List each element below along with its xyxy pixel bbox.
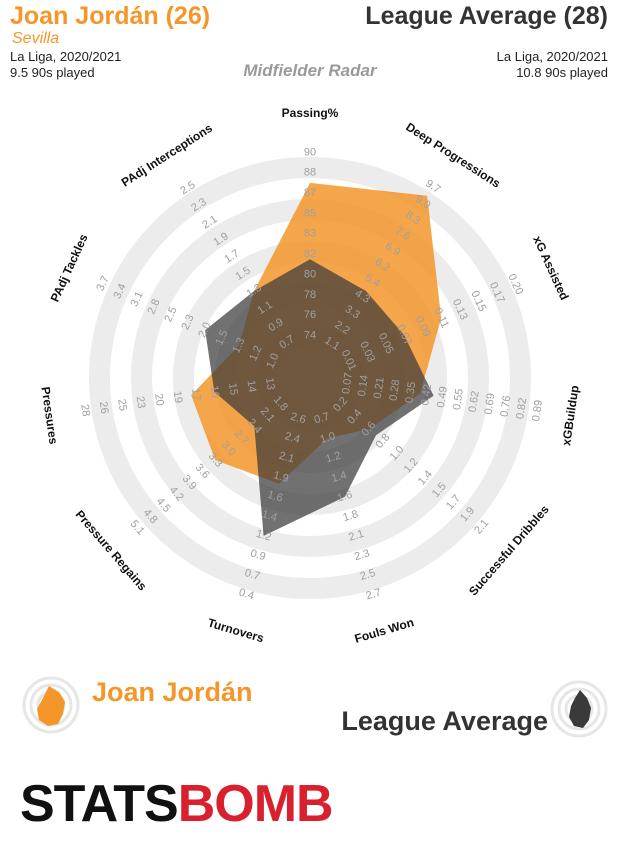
player-legend-label: Joan Jordán (92, 677, 253, 707)
radar-tick-label: 1.0 (319, 430, 337, 446)
radar-tick-label: 1.4 (330, 469, 348, 485)
radar-tick-label: 0.14 (356, 374, 371, 397)
radar-tick-label: 78 (304, 289, 316, 301)
radar-tick-label: 2.5 (162, 305, 179, 324)
comparison-minutes: 10.8 90s played (516, 65, 608, 80)
radar-tick-label: 0.49 (435, 386, 450, 409)
radar-tick-label: 1.3 (230, 336, 247, 355)
radar-tick-label: 2.1 (278, 450, 296, 466)
logo-stats-text: STATS (20, 775, 179, 833)
radar-tick-label: 13 (263, 377, 277, 391)
chart-subtitle: Midfielder Radar (243, 61, 377, 80)
radar-tick-label: 0.07 (340, 372, 355, 395)
player-legend-icon (22, 676, 80, 734)
radar-tick-label: 2.3 (179, 313, 196, 332)
comparison-league: La Liga, 2020/2021 (496, 49, 608, 64)
radar-tick-label: 1.5 (213, 328, 230, 347)
radar-tick-label: 0.9 (249, 547, 267, 563)
radar-tick-label: 3.1 (128, 290, 145, 309)
radar-tick-label: 0.89 (530, 399, 545, 422)
player-name: Joan Jordán (26) (10, 2, 211, 30)
radar-tick-label: 0.7 (243, 567, 261, 583)
radar-tick-label: 1.8 (342, 508, 360, 524)
radar-tick-label: 1.6 (266, 489, 284, 505)
radar-tick-label: 87 (304, 187, 316, 199)
radar-tick-label: 2.3 (353, 547, 371, 563)
radar-tick-label: 82 (304, 248, 316, 260)
radar-tick-label: 25 (115, 398, 129, 412)
radar-axis-label: xGBuildup (559, 384, 582, 446)
radar-tick-label: 2.8 (145, 297, 162, 316)
radar-tick-label: 74 (304, 330, 316, 342)
radar-tick-label: 15 (226, 382, 240, 396)
radar-tick-label: 0.21 (372, 377, 387, 400)
radar-axis-label: Deep Progressions (403, 120, 503, 191)
comparison-legend-icon (550, 680, 608, 738)
radar-tick-label: 0.62 (467, 390, 482, 413)
radar-axis-label: Passing% (282, 106, 339, 120)
radar-tick-label: 19 (171, 390, 185, 404)
radar-tick-label: 0.42 (419, 383, 434, 406)
radar-tick-label: 2.7 (365, 586, 383, 602)
radar-tick-label: 0.7 (313, 411, 331, 427)
logo-bomb-text: BOMB (177, 775, 334, 833)
radar-tick-label: 90 (304, 146, 316, 158)
radar-tick-label: 1.2 (247, 344, 264, 363)
radar-axis-label: PAdj Tackles (48, 232, 91, 304)
radar-tick-label: 2.4 (283, 430, 301, 446)
comparison-legend-label: League Average (341, 706, 548, 736)
radar-tick-label: 1.0 (264, 352, 281, 371)
player-league: La Liga, 2020/2021 (10, 49, 122, 64)
radar-tick-label: 83 (304, 228, 316, 240)
radar-axis-label: xG Assisted (530, 234, 571, 303)
radar-tick-label: 0.4 (237, 586, 255, 602)
player-team: Sevilla (12, 30, 60, 47)
radar-tick-label: 3.4 (111, 282, 128, 301)
radar-tick-label: 1.2 (255, 528, 273, 544)
radar-tick-label: 2.1 (347, 528, 365, 544)
radar-tick-label: 88 (304, 167, 316, 179)
radar-tick-label: 23 (134, 395, 148, 409)
radar-tick-label: 2.5 (359, 567, 377, 583)
radar-tick-label: 1.6 (336, 489, 354, 505)
radar-axis-label: Pressures (38, 386, 60, 446)
statsbomb-logo: STATSBOMB (20, 775, 334, 833)
comparison-series-polygon (205, 259, 434, 536)
radar-tick-label: 0.55 (451, 388, 466, 411)
player-minutes: 9.5 90s played (10, 65, 95, 80)
radar-tick-label: 0.69 (483, 392, 498, 415)
radar-tick-label: 0.76 (498, 395, 513, 418)
radar-tick-label: 26 (97, 401, 111, 415)
radar-tick-labels: 747678808283858788901.12.23.34.35.46.26.… (78, 146, 545, 602)
radar-tick-label: 2.6 (289, 411, 307, 427)
radar-tick-label: 14 (245, 379, 259, 393)
radar-ring (89, 157, 531, 599)
radar-tick-label: 16 (208, 385, 222, 399)
radar-tick-label: 20 (152, 393, 166, 407)
radar-tick-label: 1.7 (444, 493, 463, 512)
radar-axis-label: PAdj Interceptions (119, 121, 215, 190)
radar-tick-label: 80 (304, 268, 316, 280)
radar-tick-label: 1.4 (260, 508, 278, 524)
radar-tick-label: 28 (78, 403, 92, 417)
radar-tick-label: 17 (189, 387, 203, 401)
radar-tick-label: 2.0 (196, 321, 213, 340)
radar-chart: 747678808283858788901.12.23.34.35.46.26.… (38, 106, 582, 646)
radar-tick-label: 0.35 (403, 381, 418, 404)
radar-tick-label: 1.9 (272, 469, 290, 485)
radar-axis-label: Fouls Won (353, 615, 416, 646)
radar-tick-label: 76 (304, 309, 316, 321)
radar-tick-label: 0.82 (514, 397, 529, 420)
comparison-name: League Average (28) (365, 2, 608, 30)
radar-axis-label: Turnovers (206, 616, 266, 646)
radar-tick-label: 1.2 (324, 450, 342, 466)
radar-polygons (191, 182, 442, 536)
radar-tick-label: 3.7 (94, 274, 111, 293)
radar-tick-label: 85 (304, 207, 316, 219)
radar-tick-label: 0.28 (388, 379, 403, 402)
